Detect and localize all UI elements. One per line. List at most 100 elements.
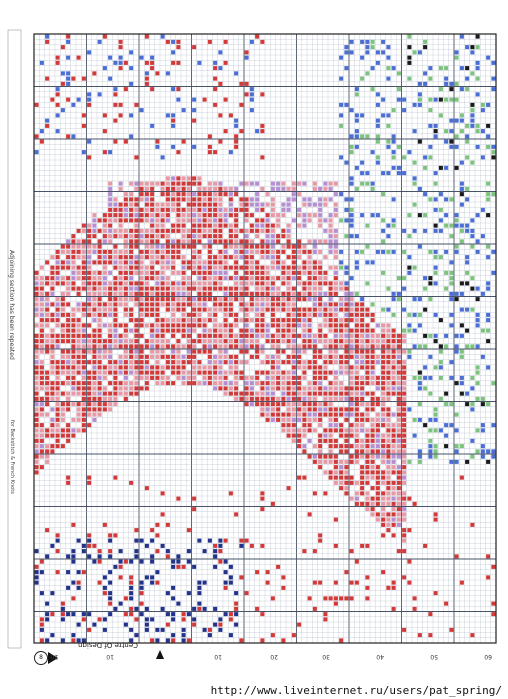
stitch-cell	[160, 297, 165, 302]
stitch-cell	[34, 391, 39, 396]
stitch-cell	[207, 228, 212, 233]
stitch-cell	[197, 365, 202, 370]
stitch-cell	[396, 517, 401, 522]
stitch-cell	[139, 197, 144, 202]
stitch-cell	[192, 192, 197, 197]
stitch-cell	[192, 181, 197, 186]
stitch-cell	[108, 391, 113, 396]
stitch-cell	[465, 228, 470, 233]
source-url[interactable]: http://www.liveinternet.ru/users/pat_spr…	[210, 684, 502, 697]
stitch-cell	[202, 297, 207, 302]
column-number: 50	[430, 653, 438, 660]
stitch-cell	[129, 276, 134, 281]
stitch-cell	[129, 218, 134, 223]
stitch-cell	[386, 171, 391, 176]
stitch-cell	[328, 344, 333, 349]
stitch-cell	[207, 349, 212, 354]
stitch-cell	[81, 123, 86, 128]
stitch-cell	[260, 239, 265, 244]
stitch-cell	[87, 260, 92, 265]
stitch-cell	[349, 349, 354, 354]
stitch-cell	[45, 318, 50, 323]
stitch-cell	[218, 617, 223, 622]
stitch-cell	[370, 370, 375, 375]
stitch-cell	[475, 45, 480, 50]
stitch-cell	[176, 286, 181, 291]
stitch-cell	[470, 522, 475, 527]
stitch-cell	[349, 291, 354, 296]
stitch-cell	[381, 50, 386, 55]
stitch-cell	[118, 55, 123, 60]
stitch-cell	[354, 333, 359, 338]
stitch-cell	[165, 522, 170, 527]
stitch-cell	[155, 375, 160, 380]
stitch-cell	[391, 428, 396, 433]
stitch-cell	[286, 328, 291, 333]
stitch-cell	[223, 39, 228, 44]
stitch-cell	[192, 344, 197, 349]
stitch-cell	[144, 281, 149, 286]
stitch-cell	[381, 507, 386, 512]
stitch-cell	[270, 344, 275, 349]
stitch-cell	[160, 512, 165, 517]
stitch-cell	[39, 297, 44, 302]
stitch-cell	[108, 307, 113, 312]
stitch-cell	[402, 454, 407, 459]
stitch-cell	[176, 601, 181, 606]
stitch-cell	[297, 323, 302, 328]
stitch-cell	[260, 344, 265, 349]
stitch-cell	[360, 465, 365, 470]
stitch-cell	[449, 81, 454, 86]
stitch-cell	[249, 391, 254, 396]
stitch-cell	[97, 297, 102, 302]
stitch-cell	[202, 270, 207, 275]
stitch-cell	[207, 192, 212, 197]
stitch-cell	[39, 333, 44, 338]
stitch-cell	[171, 349, 176, 354]
stitch-cell	[360, 213, 365, 218]
stitch-cell	[129, 349, 134, 354]
stitch-cell	[113, 260, 118, 265]
stitch-cell	[134, 549, 139, 554]
stitch-cell	[281, 297, 286, 302]
stitch-cell	[370, 66, 375, 71]
stitch-cell	[102, 150, 107, 155]
stitch-cell	[270, 412, 275, 417]
stitch-cell	[249, 97, 254, 102]
stitch-cell	[454, 333, 459, 338]
stitch-cell	[312, 402, 317, 407]
stitch-cell	[171, 260, 176, 265]
stitch-cell	[97, 270, 102, 275]
stitch-cell	[470, 386, 475, 391]
stitch-cell	[365, 417, 370, 422]
stitch-cell	[160, 286, 165, 291]
stitch-cell	[102, 391, 107, 396]
stitch-cell	[349, 197, 354, 202]
stitch-cell	[307, 318, 312, 323]
stitch-cell	[465, 76, 470, 81]
stitch-cell	[108, 255, 113, 260]
stitch-cell	[192, 249, 197, 254]
stitch-cell	[60, 370, 65, 375]
stitch-cell	[228, 328, 233, 333]
stitch-cell	[102, 239, 107, 244]
stitch-cell	[386, 433, 391, 438]
stitch-cell	[391, 360, 396, 365]
stitch-cell	[396, 333, 401, 338]
centre-arrow	[156, 650, 164, 659]
stitch-cell	[39, 349, 44, 354]
stitch-cell	[160, 381, 165, 386]
stitch-cell	[475, 323, 480, 328]
stitch-cell	[108, 349, 113, 354]
stitch-cell	[165, 234, 170, 239]
stitch-cell	[108, 580, 113, 585]
stitch-cell	[218, 375, 223, 380]
stitch-cell	[160, 207, 165, 212]
stitch-cell	[76, 622, 81, 627]
stitch-cell	[480, 454, 485, 459]
stitch-cell	[218, 333, 223, 338]
stitch-cell	[218, 559, 223, 564]
stitch-cell	[270, 186, 275, 191]
stitch-cell	[144, 81, 149, 86]
stitch-cell	[165, 281, 170, 286]
